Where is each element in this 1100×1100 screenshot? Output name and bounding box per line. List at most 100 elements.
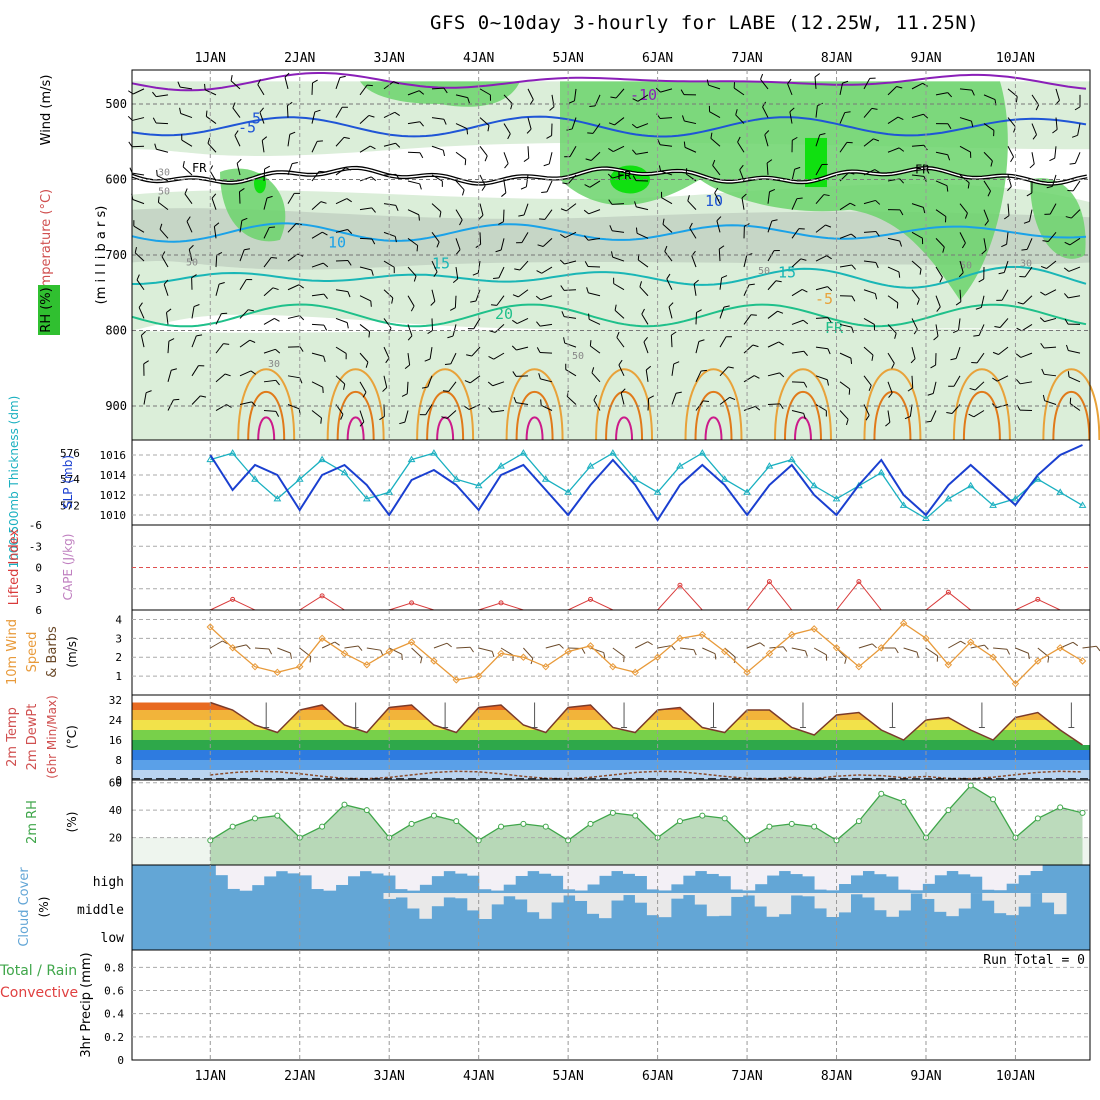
- wind-barb-shaft: [887, 147, 900, 153]
- lifted-index-marker: [498, 600, 504, 606]
- wind-barb: [983, 123, 995, 137]
- wind-barb-flag: [1044, 213, 1051, 215]
- wind-barb-flag: [613, 277, 615, 284]
- wind-barb-flag: [464, 159, 467, 166]
- wind-barb-shaft: [335, 317, 348, 324]
- wind-barb-shaft: [500, 238, 505, 251]
- wind-barb: [1040, 342, 1057, 349]
- wind-barb: [539, 209, 553, 220]
- wind-barb: [1065, 344, 1081, 354]
- wind-barb-shaft: [431, 145, 444, 151]
- wind-barb-flag: [145, 390, 152, 394]
- wind-barb: [287, 223, 302, 233]
- wind-barb-shaft: [406, 381, 409, 394]
- wind-barb-shaft: [767, 250, 775, 262]
- wind-barb-shaft: [1044, 317, 1057, 323]
- wind-barb-flag: [563, 337, 566, 344]
- surface-wind-barb: [500, 647, 514, 662]
- wind-barb-flag: [760, 73, 764, 80]
- wind-barb-shaft: [515, 375, 529, 377]
- lifted-index-marker: [1035, 596, 1041, 602]
- wind-barb-flag: [159, 223, 163, 230]
- surface-wind-barb-shaft: [321, 641, 336, 649]
- wind-barb-flag: [794, 166, 801, 170]
- surface-wind-barb-flag: [894, 647, 899, 654]
- wind-barb: [335, 260, 352, 266]
- wind-barb-flag: [842, 80, 849, 84]
- wind-barb-flag: [1015, 379, 1021, 385]
- wind-barb: [839, 381, 851, 395]
- surface-wind-barb-flag: [603, 652, 606, 659]
- wind-barb-shaft: [156, 94, 169, 98]
- cloud-middle-gap: [814, 893, 828, 909]
- thickness-marker: [452, 475, 461, 482]
- wind-barb-shaft: [311, 381, 323, 388]
- wind-barb-flag: [589, 340, 592, 347]
- wind10m-marker: [720, 647, 729, 656]
- wind-barb-flag: [173, 398, 180, 401]
- wind-barb-flag: [907, 387, 914, 392]
- wind-barb-shaft: [612, 174, 625, 179]
- wind-barb-shaft: [521, 232, 529, 243]
- wind-barb-flag: [645, 365, 652, 371]
- wind-barb-shaft: [719, 366, 729, 377]
- precip-axis-label-convective: Convective: [0, 985, 78, 1001]
- wind-barb: [518, 203, 529, 217]
- wind-barb-shaft: [527, 88, 534, 100]
- wind-barb-shaft: [257, 84, 265, 96]
- wind-barb-shaft: [718, 249, 721, 262]
- wind-barb-flag: [584, 235, 589, 241]
- wind-barb-shaft: [335, 228, 348, 233]
- contour-30-lobe-5: [704, 416, 723, 441]
- wind-barb-flag: [1001, 243, 1007, 248]
- wind-barb-flag: [512, 371, 517, 377]
- wind-barb: [284, 72, 290, 90]
- surface-wind-barb-flag: [759, 642, 765, 647]
- wind-barb-shaft: [236, 163, 241, 176]
- cloud-middle-gap: [706, 893, 720, 917]
- wind-barb: [495, 238, 505, 253]
- contour-30-lobe-0: [257, 416, 276, 441]
- wind-barb-shaft: [383, 142, 396, 147]
- cloud-high-gap: [766, 865, 780, 876]
- wind-barb: [959, 232, 966, 249]
- surface-wind-barb: [948, 640, 966, 649]
- wind-barb-flag: [512, 294, 519, 298]
- wind-barb-shaft: [911, 260, 922, 270]
- wind10m-marker: [363, 661, 371, 669]
- wind-barb-flag: [710, 132, 713, 139]
- rh-label: 30: [158, 168, 170, 179]
- wind-barb-flag: [643, 336, 649, 343]
- wind-barb-flag: [191, 274, 197, 279]
- wind-barb: [503, 94, 513, 110]
- wind-barb-shaft: [215, 373, 226, 383]
- wind-barb-flag: [1042, 240, 1049, 243]
- wind-barb-shaft: [407, 324, 413, 336]
- wind-barb-shaft: [359, 352, 369, 363]
- wind-barb-flag: [775, 280, 782, 283]
- wind-barb: [464, 375, 481, 384]
- wind-barb-shaft: [791, 381, 805, 383]
- wind-barb: [311, 293, 328, 299]
- wind-barb-flag: [947, 123, 952, 129]
- wind-barb-shaft: [887, 266, 900, 273]
- wind-barb: [407, 180, 422, 190]
- wind-barb-flag: [992, 377, 998, 382]
- wind-barb-shaft: [643, 341, 649, 354]
- surface-wind-barb-flag: [693, 649, 697, 656]
- wind-barb-flag: [746, 253, 753, 256]
- wind-barb: [718, 245, 725, 262]
- wind-barb-shaft: [335, 77, 341, 90]
- contour-20-lobe-3: [505, 368, 564, 441]
- surface-wind-barb-shaft: [344, 645, 359, 649]
- wind-barb-flag: [511, 345, 517, 351]
- wind-barb-flag: [444, 363, 451, 365]
- surface-wind-barb-flag: [401, 654, 403, 660]
- wind10m-axis-label: Speed: [25, 632, 40, 673]
- wind-barb-flag: [394, 236, 397, 243]
- wind10m-frame: [131, 609, 1091, 696]
- wind-barb-flag: [874, 169, 880, 174]
- wind-barb-flag: [819, 133, 826, 136]
- wind-barb-flag: [620, 388, 626, 394]
